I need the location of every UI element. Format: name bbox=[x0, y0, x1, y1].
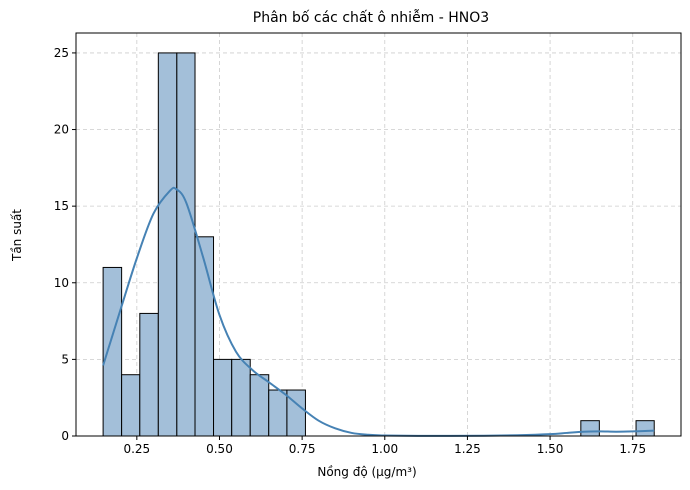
kde-curve bbox=[102, 186, 655, 437]
y-tick-label: 10 bbox=[54, 276, 69, 290]
chart-title: Phân bố các chất ô nhiễm - HNO3 bbox=[253, 9, 489, 26]
y-tick-label: 25 bbox=[54, 46, 69, 60]
x-tick-label: 0.50 bbox=[206, 442, 233, 456]
histogram-bar bbox=[580, 420, 600, 437]
x-tick-label: 1.75 bbox=[619, 442, 646, 456]
x-axis-label: Nồng độ (µg/m³) bbox=[317, 465, 416, 479]
y-tick-label: 20 bbox=[54, 123, 69, 137]
histogram-bar bbox=[231, 358, 251, 437]
y-tick-label: 5 bbox=[61, 352, 69, 366]
histogram-bar bbox=[102, 266, 123, 437]
histogram-bar bbox=[157, 52, 178, 437]
y-tick-label: 15 bbox=[54, 199, 69, 213]
histogram-bar bbox=[213, 358, 233, 437]
histogram-bar bbox=[268, 389, 288, 437]
x-tick-label: 0.25 bbox=[123, 442, 150, 456]
x-tick-label: 1.00 bbox=[371, 442, 398, 456]
y-axis-label: Tần suất bbox=[10, 209, 24, 262]
plot-frame bbox=[75, 32, 682, 437]
bars-layer bbox=[102, 52, 655, 437]
x-axis: 0.25 0.50 0.75 1.00 1.25 1.50 1.75 bbox=[123, 436, 646, 456]
x-tick-label: 1.25 bbox=[454, 442, 481, 456]
y-axis: 0 5 10 15 20 25 bbox=[54, 46, 76, 443]
histogram-bar bbox=[249, 374, 270, 437]
kde-layer bbox=[102, 186, 655, 437]
histogram-bar bbox=[139, 312, 159, 437]
x-tick-label: 1.50 bbox=[537, 442, 564, 456]
y-tick-label: 0 bbox=[61, 429, 69, 443]
histogram-bar bbox=[635, 420, 655, 437]
histogram-bar bbox=[176, 52, 196, 437]
histogram-bar bbox=[194, 236, 215, 437]
histogram-bar bbox=[121, 374, 141, 437]
x-tick-label: 0.75 bbox=[289, 442, 316, 456]
